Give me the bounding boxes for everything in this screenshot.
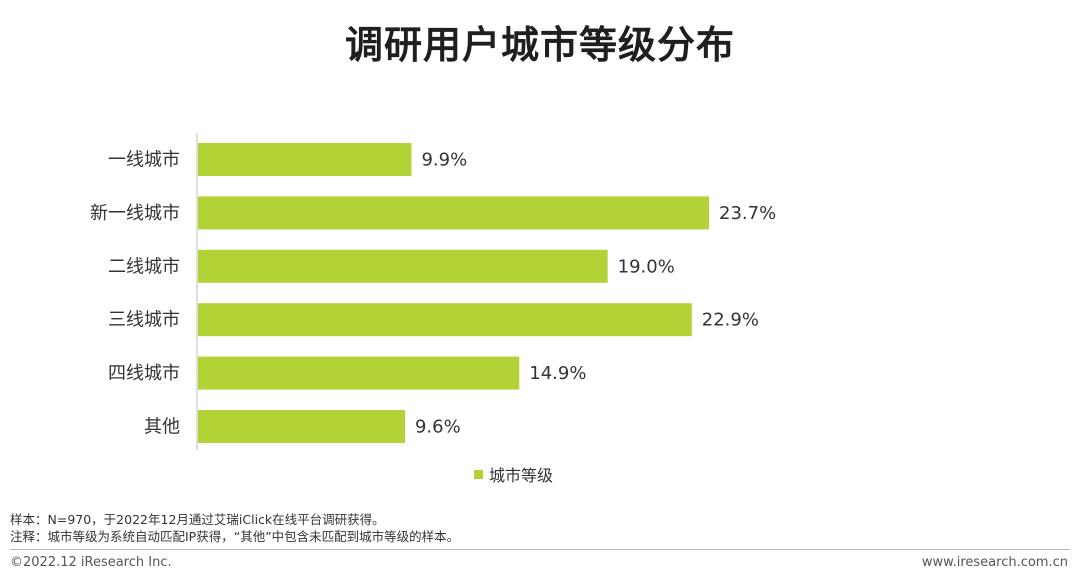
category-label-5: 其他 [144, 417, 180, 438]
bar-3 [198, 303, 692, 337]
bar-5 [198, 410, 405, 443]
category-label-0: 一线城市 [108, 150, 180, 171]
bar-chart: 一线城市 9.9% 新一线城市 23.7% 二线城市 19.0% 三线城市 22.9% 四线城市… [90, 133, 776, 485]
bar-4 [198, 356, 520, 390]
value-label-5: 9.6% [415, 417, 461, 438]
copyright-text: ©2022.12 iResearch Inc. [10, 555, 172, 570]
value-label-0: 9.9% [421, 150, 467, 171]
legend-swatch [474, 470, 483, 479]
bar-1 [198, 196, 709, 230]
chart-title: 调研用户城市等级分布 [344, 23, 735, 67]
value-label-1: 23.7% [719, 203, 776, 224]
bar-0 [198, 143, 412, 176]
bars-layer: 一线城市 9.9% 新一线城市 23.7% 二线城市 19.0% 三线城市 22.9% 四线城市… [90, 143, 776, 443]
value-label-2: 19.0% [618, 256, 675, 277]
footer-divider [10, 549, 1070, 550]
bar-2 [198, 249, 608, 283]
notes: 样本：N=970，于2022年12月通过艾瑞iClick在线平台调研获得。 注释… [10, 511, 459, 545]
value-label-3: 22.9% [702, 310, 759, 331]
category-label-2: 二线城市 [108, 256, 180, 277]
website-text: www.iresearch.com.cn [921, 555, 1068, 570]
category-label-4: 四线城市 [108, 363, 180, 384]
annotation-note: 注释：城市等级为系统自动匹配IP获得，“其他”中包含未匹配到城市等级的样本。 [10, 529, 460, 544]
value-label-4: 14.9% [529, 363, 586, 384]
legend-label-city-tier: 城市等级 [489, 466, 553, 485]
category-label-3: 三线城市 [108, 310, 180, 331]
category-label-1: 新一线城市 [90, 203, 180, 224]
legend: 城市等级 [474, 466, 553, 485]
sample-note: 样本：N=970，于2022年12月通过艾瑞iClick在线平台调研获得。 [10, 512, 385, 527]
